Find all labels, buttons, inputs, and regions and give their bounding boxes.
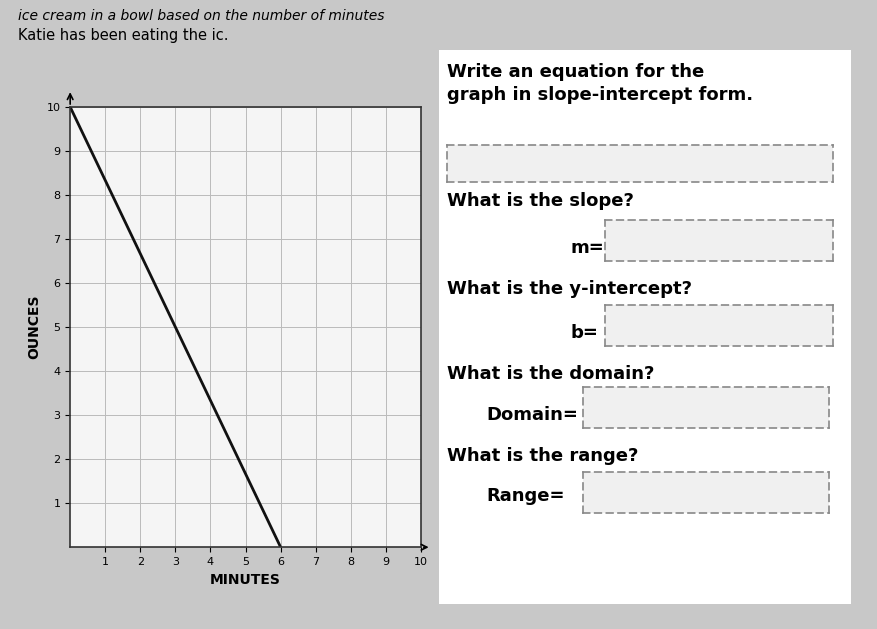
Y-axis label: OUNCES: OUNCES: [27, 295, 41, 359]
Text: What is the domain?: What is the domain?: [447, 365, 654, 383]
Text: What is the range?: What is the range?: [447, 447, 638, 465]
X-axis label: MINUTES: MINUTES: [210, 572, 281, 586]
Text: Range=: Range=: [487, 487, 566, 506]
Text: Katie has been eating the ic.: Katie has been eating the ic.: [18, 28, 228, 43]
Text: m=: m=: [570, 239, 603, 257]
Text: What is the y-intercept?: What is the y-intercept?: [447, 280, 692, 298]
Text: What is the slope?: What is the slope?: [447, 192, 634, 210]
Text: b=: b=: [570, 324, 598, 342]
Text: Write an equation for the
graph in slope-intercept form.: Write an equation for the graph in slope…: [447, 63, 753, 104]
Text: ice cream in a bowl based on the number of minutes: ice cream in a bowl based on the number …: [18, 9, 384, 23]
Text: Domain=: Domain=: [487, 406, 579, 424]
